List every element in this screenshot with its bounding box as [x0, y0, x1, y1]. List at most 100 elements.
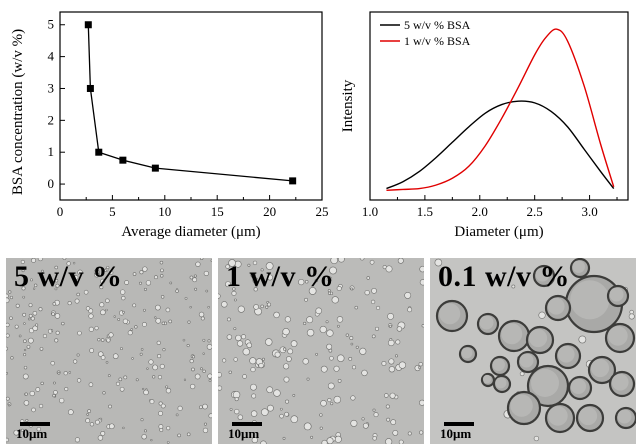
droplet — [234, 397, 239, 402]
droplet — [327, 397, 332, 403]
droplet-highlight — [608, 326, 628, 346]
data-point — [289, 177, 297, 185]
x-tick-label: 20 — [263, 204, 276, 219]
droplet — [120, 289, 126, 295]
droplet — [189, 383, 196, 390]
droplet — [6, 297, 10, 304]
droplet — [228, 370, 232, 374]
droplet — [330, 402, 334, 406]
droplet — [388, 358, 395, 365]
droplet — [237, 305, 245, 313]
droplet — [9, 295, 14, 300]
x-tick-label: 15 — [211, 204, 224, 219]
droplet-highlight — [531, 369, 559, 397]
droplet-highlight — [578, 406, 598, 426]
droplet-highlight — [519, 353, 534, 368]
droplet — [87, 409, 91, 414]
droplet — [86, 413, 89, 416]
x-tick-label: 2.5 — [527, 204, 543, 219]
droplet-highlight — [617, 409, 632, 424]
droplet — [236, 340, 244, 347]
droplet — [189, 306, 192, 309]
droplet — [274, 351, 281, 358]
droplet — [122, 426, 125, 430]
droplet — [419, 265, 424, 273]
droplet — [191, 367, 195, 372]
x-tick-label: 3.0 — [581, 204, 597, 219]
droplet — [130, 328, 133, 331]
droplet — [143, 389, 149, 396]
droplet-highlight — [439, 303, 461, 325]
droplet — [228, 259, 236, 267]
droplet — [41, 269, 44, 273]
droplet — [105, 360, 109, 364]
droplet — [225, 281, 232, 288]
droplet — [59, 397, 65, 404]
droplet — [105, 298, 110, 303]
droplet — [108, 270, 114, 275]
micrograph-label: 0.1 w/v % — [438, 260, 570, 293]
data-point — [86, 84, 94, 92]
x-tick-label: 5 — [109, 204, 116, 219]
droplet — [159, 260, 164, 265]
micrograph-1-percent: 1 w/v % 10μm — [218, 258, 424, 444]
droplet — [283, 376, 290, 383]
droplet — [186, 432, 191, 437]
droplet — [249, 357, 257, 365]
y-tick-label: 4 — [48, 49, 55, 64]
droplet — [327, 289, 331, 293]
droplet — [142, 308, 146, 312]
droplet — [177, 405, 183, 411]
droplet — [141, 322, 147, 327]
droplet — [327, 382, 335, 390]
droplet — [395, 339, 401, 345]
droplet — [362, 422, 369, 429]
droplet — [99, 285, 104, 290]
droplet — [135, 378, 139, 382]
droplet — [252, 277, 259, 284]
droplet — [89, 422, 95, 427]
droplet — [50, 360, 55, 366]
droplet — [200, 258, 204, 261]
scale-bar — [20, 422, 50, 426]
legend-label: 1 w/v % BSA — [404, 34, 471, 48]
droplet — [200, 367, 203, 371]
droplet — [138, 281, 142, 285]
droplet — [419, 399, 424, 406]
droplet — [141, 434, 147, 440]
droplet — [146, 367, 149, 370]
droplet — [14, 324, 19, 329]
legend: 5 w/v % BSA 1 w/v % BSA — [380, 18, 471, 48]
droplet — [319, 426, 323, 430]
droplet — [352, 365, 357, 370]
droplet — [333, 395, 342, 404]
droplet — [177, 433, 181, 438]
droplet — [202, 369, 206, 374]
droplet — [252, 260, 258, 266]
droplet — [202, 338, 206, 342]
droplet-highlight — [570, 280, 610, 320]
droplet — [200, 316, 205, 321]
droplet — [285, 356, 292, 362]
data-point — [119, 156, 127, 164]
droplet — [336, 286, 342, 292]
droplet — [140, 418, 144, 422]
droplet — [578, 335, 587, 344]
droplet — [100, 430, 106, 436]
droplet — [206, 344, 212, 350]
droplet — [303, 321, 307, 326]
droplet-highlight — [557, 345, 575, 363]
droplet — [121, 310, 125, 314]
droplet-highlight — [535, 267, 550, 282]
droplet — [68, 371, 72, 374]
droplet-highlight — [528, 328, 548, 348]
droplet — [160, 403, 166, 409]
chart-size-distribution: 1.0 1.5 2.0 2.5 3.0 Diameter (μm) Intensity 5 w… — [330, 0, 636, 252]
droplet — [169, 281, 173, 285]
droplet — [53, 390, 58, 395]
x-axis-label: Average diameter (μm) — [121, 224, 260, 240]
droplet — [390, 419, 397, 425]
droplet — [63, 371, 68, 376]
droplet — [52, 393, 56, 398]
droplet — [148, 359, 154, 365]
